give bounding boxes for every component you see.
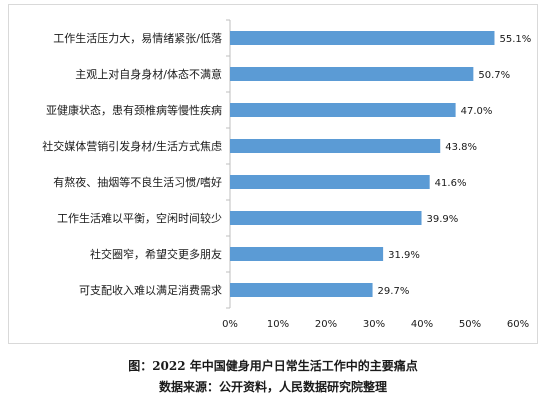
bar (230, 67, 474, 81)
data-label: 50.7% (478, 70, 510, 81)
data-label: 31.9% (388, 250, 420, 261)
data-label: 55.1% (499, 34, 531, 45)
category-label: 有熬夜、抽烟等不良生活习惯/嗜好 (53, 175, 222, 189)
x-tick-label: 50% (459, 319, 481, 330)
data-source: 数据来源：公开资料，人民数据研究院整理 (158, 380, 387, 394)
data-label: 29.7% (378, 286, 410, 297)
category-label: 可支配收入难以满足消费需求 (79, 283, 222, 297)
category-label: 社交圈窄，希望交更多朋友 (90, 247, 222, 261)
bar (230, 211, 422, 225)
category-label: 工作生活压力大，易情绪紧张/低落 (53, 31, 222, 45)
data-label: 39.9% (427, 214, 459, 225)
bar-chart: 工作生活压力大，易情绪紧张/低落 55.1% 主观上对自身身材/体态不满意 50.7%… (42, 19, 531, 330)
x-tick-label: 30% (363, 319, 385, 330)
bar (230, 31, 495, 45)
x-tick-label: 10% (267, 319, 289, 330)
category-label: 社交媒体营销引发身材/生活方式焦虑 (42, 139, 222, 153)
x-tick-label: 40% (411, 319, 433, 330)
bar (230, 103, 456, 117)
x-tick-label: 20% (315, 319, 337, 330)
bar (230, 175, 430, 189)
category-label: 亚健康状态，患有颈椎病等慢性疾病 (46, 103, 222, 117)
bar (230, 139, 441, 153)
data-label: 43.8% (445, 142, 477, 153)
x-tick-label: 60% (507, 319, 529, 330)
category-label: 主观上对自身身材/体态不满意 (75, 67, 222, 81)
figure-caption: 图：2022 年中国健身用户日常生活工作中的主要痛点 (128, 359, 418, 373)
x-tick-label: 0% (222, 319, 238, 330)
data-label: 47.0% (461, 106, 493, 117)
data-label: 41.6% (435, 178, 467, 189)
category-label: 工作生活难以平衡，空闲时间较少 (57, 211, 222, 225)
bar (230, 283, 373, 297)
bar (230, 247, 384, 261)
